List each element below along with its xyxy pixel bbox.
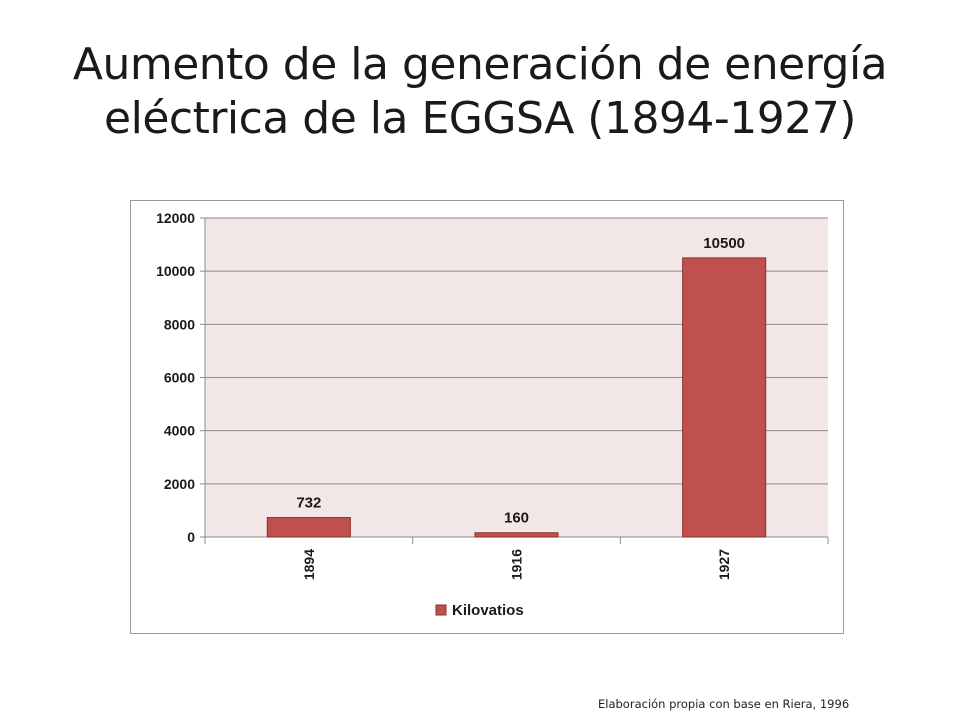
y-tick-label: 8000 bbox=[164, 316, 195, 332]
x-tick-label-1894: 1894 bbox=[301, 549, 317, 580]
slide-title: Aumento de la generación de energía eléc… bbox=[40, 38, 920, 146]
y-tick-label: 0 bbox=[187, 529, 195, 545]
y-tick-label: 4000 bbox=[164, 423, 195, 439]
bar-chart: 0 2000 4000 6000 8000 10000 12000 732 1894 160 191… bbox=[156, 210, 829, 619]
y-tick-label: 2000 bbox=[164, 476, 195, 492]
slide-title-line-2: eléctrica de la EGGSA (1894-1927) bbox=[104, 93, 856, 144]
chart-frame: 0 2000 4000 6000 8000 10000 12000 732 1894 160 191… bbox=[130, 200, 844, 634]
data-label-1916: 160 bbox=[504, 510, 529, 527]
bar-1916 bbox=[474, 532, 559, 538]
source-note: Elaboración propia con base en Riera, 19… bbox=[598, 697, 850, 711]
legend-label: Kilovatios bbox=[452, 602, 524, 619]
bar-1927 bbox=[682, 257, 767, 538]
data-label-1894: 732 bbox=[296, 495, 321, 512]
y-tick-label: 10000 bbox=[156, 263, 195, 279]
data-label-1927: 10500 bbox=[703, 235, 745, 252]
x-tick-label-1916: 1916 bbox=[509, 549, 525, 580]
y-tick-label: 6000 bbox=[164, 370, 195, 386]
y-tick-label: 12000 bbox=[156, 210, 195, 226]
slide-title-line-1: Aumento de la generación de energía bbox=[72, 39, 888, 90]
legend-swatch bbox=[435, 604, 447, 616]
x-tick-label-1927: 1927 bbox=[716, 549, 732, 580]
bar-1894 bbox=[266, 517, 351, 538]
